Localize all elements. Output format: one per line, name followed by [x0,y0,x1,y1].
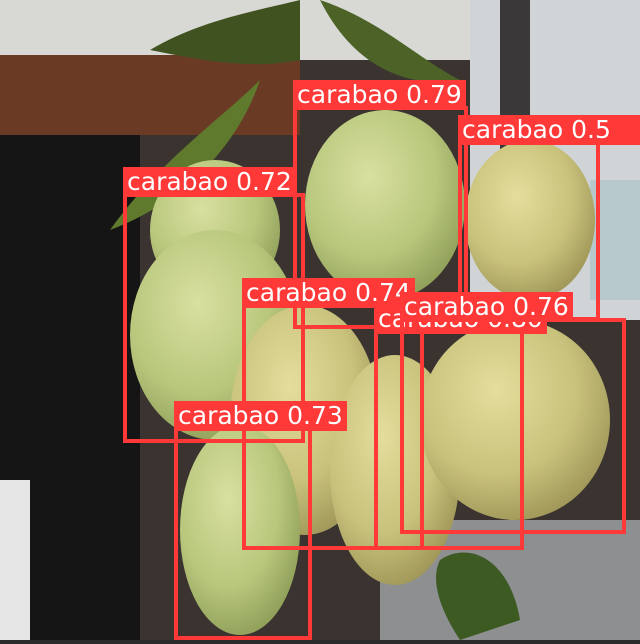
detection-label: carabao 0.76 [400,292,573,322]
detection-label: carabao 0.79 [293,80,466,110]
detection-box: carabao 0.72 [123,167,305,443]
detection-box: carabao 0.74 [242,278,424,550]
detection-label: carabao 0.5 [458,115,640,145]
detection-box: carabao 0.5 [458,115,640,321]
detection-label: carabao 0.74 [242,278,415,308]
detection-label: carabao 0.73 [174,401,347,431]
detection-box: carabao 0.76 [400,292,626,534]
detection-label: carabao 0.72 [123,167,296,197]
detection-box: carabao 0.73 [174,401,347,640]
